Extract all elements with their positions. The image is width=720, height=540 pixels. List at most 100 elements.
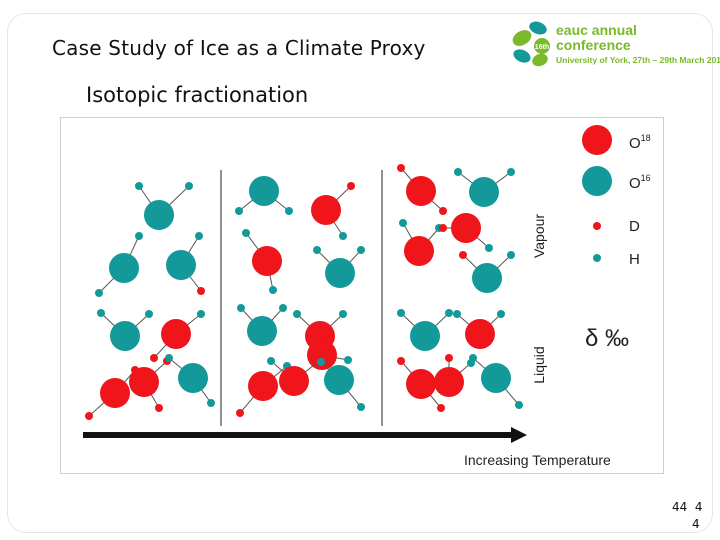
hydrogen-atom — [357, 246, 365, 254]
hydrogen-atom — [453, 310, 461, 318]
hydrogen-atom — [242, 229, 250, 237]
deuterium-atom — [155, 404, 163, 412]
hydrogen-atom — [497, 310, 505, 318]
logo-line-3: University of York, 27th – 29th March 20… — [556, 55, 720, 65]
oxygen-18-atom — [434, 367, 464, 397]
oxygen-16-atom — [144, 200, 174, 230]
oxygen-16-atom — [469, 177, 499, 207]
hydrogen-atom — [185, 182, 193, 190]
oxygen-16-atom — [110, 321, 140, 351]
hydrogen-atom — [145, 310, 153, 318]
oxygen-18-atom — [451, 213, 481, 243]
temperature-arrow-head — [511, 427, 527, 443]
logo-line-2: conference — [556, 37, 631, 53]
logo-badge: 16th — [535, 44, 549, 51]
temperature-axis-label: Increasing Temperature — [464, 452, 611, 468]
hydrogen-atom — [357, 403, 365, 411]
oxygen-16-atom — [247, 316, 277, 346]
oxygen-18-atom — [279, 366, 309, 396]
slide-subtitle: Isotopic fractionation — [86, 83, 309, 107]
hydrogen-atom — [237, 304, 245, 312]
oxygen-18-atom — [404, 236, 434, 266]
oxygen-18-atom — [307, 340, 337, 370]
logo-leaves-icon: 16th — [512, 21, 550, 67]
slide-title: Case Study of Ice as a Climate Proxy — [52, 36, 426, 60]
hydrogen-atom — [339, 232, 347, 240]
hydrogen-atom — [267, 357, 275, 365]
hydrogen-atom — [135, 182, 143, 190]
oxygen-18-atom — [129, 367, 159, 397]
hydrogen-atom — [317, 358, 325, 366]
legend-o18-label: O18 — [629, 133, 651, 152]
molecule-group — [85, 164, 523, 420]
deuterium-atom — [445, 354, 453, 362]
vapour-label: Vapour — [531, 214, 547, 258]
oxygen-16-atom — [472, 263, 502, 293]
hydrogen-atom — [344, 356, 352, 364]
legend-h-label: H — [629, 251, 640, 268]
deuterium-atom — [439, 207, 447, 215]
hydrogen-atom — [285, 207, 293, 215]
conference-logo: 16th eauc annual conference University o… — [508, 16, 720, 80]
delta-permil-label: δ ‰ — [585, 325, 629, 352]
deuterium-atom — [397, 164, 405, 172]
oxygen-18-atom — [406, 369, 436, 399]
oxygen-18-atom — [248, 371, 278, 401]
hydrogen-atom — [97, 309, 105, 317]
deuterium-atom — [85, 412, 93, 420]
deuterium-atom — [150, 354, 158, 362]
oxygen-16-atom — [166, 250, 196, 280]
legend-o16-label: O16 — [629, 173, 651, 192]
oxygen-16-atom — [249, 176, 279, 206]
hydrogen-atom — [507, 251, 515, 259]
deuterium-atom — [397, 357, 405, 365]
deuterium-atom — [197, 287, 205, 295]
isotope-figure: Vapour Liquid O18 O16 D H δ ‰ Increasing… — [60, 117, 664, 474]
hydrogen-atom — [197, 310, 205, 318]
oxygen-18-atom — [465, 319, 495, 349]
oxygen-18-atom — [161, 319, 191, 349]
hydrogen-atom — [195, 232, 203, 240]
hydrogen-atom — [399, 219, 407, 227]
oxygen-16-atom — [178, 363, 208, 393]
deuterium-atom — [347, 182, 355, 190]
page-number-continuation: 4 — [692, 517, 700, 531]
deuterium-atom — [459, 251, 467, 259]
hydrogen-atom — [207, 399, 215, 407]
logo-line-1: eauc annual — [556, 22, 637, 38]
oxygen-16-atom — [481, 363, 511, 393]
isotope-diagram: Vapour Liquid O18 O16 D H δ ‰ Increasing… — [83, 125, 651, 468]
legend-h-marker — [593, 254, 601, 262]
hydrogen-atom — [135, 232, 143, 240]
deuterium-atom — [437, 404, 445, 412]
deuterium-atom — [439, 224, 447, 232]
oxygen-18-atom — [406, 176, 436, 206]
hydrogen-atom — [485, 244, 493, 252]
liquid-label: Liquid — [531, 346, 547, 383]
hydrogen-atom — [469, 354, 477, 362]
legend-o16-marker — [582, 166, 612, 196]
hydrogen-atom — [339, 310, 347, 318]
hydrogen-atom — [293, 310, 301, 318]
hydrogen-atom — [445, 309, 453, 317]
hydrogen-atom — [279, 304, 287, 312]
oxygen-16-atom — [324, 365, 354, 395]
hydrogen-atom — [397, 309, 405, 317]
oxygen-16-atom — [325, 258, 355, 288]
deuterium-atom — [236, 409, 244, 417]
hydrogen-atom — [165, 354, 173, 362]
legend-d-marker — [593, 222, 601, 230]
hydrogen-atom — [269, 286, 277, 294]
hydrogen-atom — [454, 168, 462, 176]
legend-d-label: D — [629, 218, 640, 235]
hydrogen-atom — [95, 289, 103, 297]
hydrogen-atom — [515, 401, 523, 409]
oxygen-16-atom — [109, 253, 139, 283]
page-number: 44 4 — [672, 500, 703, 514]
hydrogen-atom — [235, 207, 243, 215]
hydrogen-atom — [507, 168, 515, 176]
legend-o18-marker — [582, 125, 612, 155]
hydrogen-atom — [313, 246, 321, 254]
oxygen-18-atom — [100, 378, 130, 408]
oxygen-18-atom — [252, 246, 282, 276]
